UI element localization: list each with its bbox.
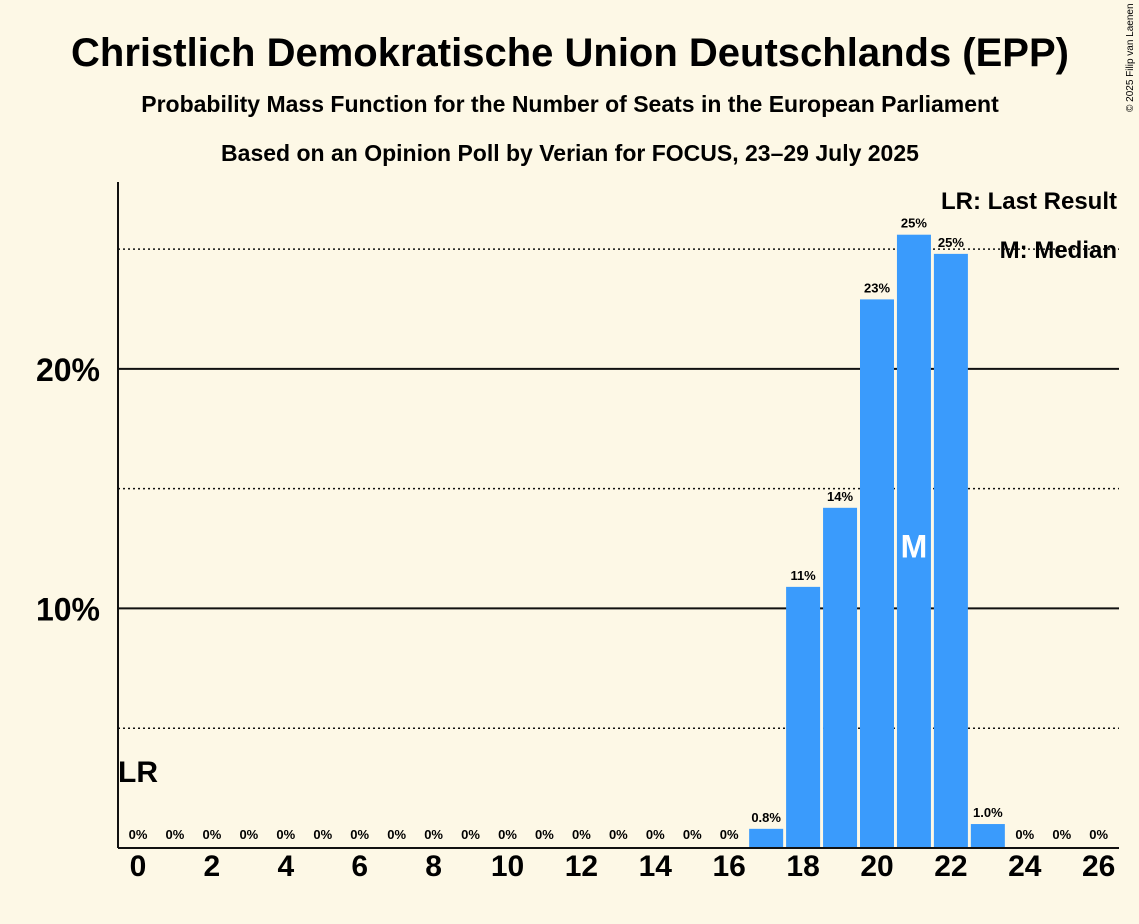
bar-label-seat-10: 0% [498, 827, 517, 842]
bar-labels: 0% 0% 0% 0% 0% 0% 0% 0% 0% 0% 0% 0% 0% 0% 0% 0% 0% 0.8% 11… [129, 216, 1109, 842]
bar-label-seat-1: 0% [166, 827, 185, 842]
bar-label-seat-12: 0% [572, 827, 591, 842]
x-tick-8: 8 [425, 850, 442, 883]
x-tick-26: 26 [1082, 850, 1115, 883]
x-tick-labels: 0 2 4 6 8 10 12 14 16 18 20 22 24 26 [130, 850, 1116, 883]
x-tick-2: 2 [204, 850, 221, 883]
bar-seat-22 [933, 253, 968, 849]
bar-label-seat-18: 11% [790, 568, 816, 583]
bar-seat-21 [896, 234, 931, 849]
bar-label-seat-25: 0% [1052, 827, 1071, 842]
chart-subtitle: Probability Mass Function for the Number… [141, 91, 999, 117]
x-tick-14: 14 [639, 850, 673, 883]
y-tick-20: 20% [36, 352, 100, 388]
bars [749, 234, 1005, 849]
bar-seat-19 [823, 507, 858, 848]
bar-label-seat-7: 0% [387, 827, 406, 842]
x-tick-20: 20 [860, 850, 893, 883]
x-tick-16: 16 [713, 850, 746, 883]
bar-label-seat-6: 0% [350, 827, 369, 842]
bar-label-seat-24: 0% [1015, 827, 1034, 842]
bar-label-seat-8: 0% [424, 827, 443, 842]
chart-title: Christlich Demokratische Union Deutschla… [71, 31, 1069, 75]
bar-label-seat-19: 14% [827, 489, 853, 504]
bar-label-seat-11: 0% [535, 827, 554, 842]
x-tick-24: 24 [1008, 850, 1042, 883]
bar-label-seat-21: 25% [901, 216, 927, 231]
bar-label-seat-20: 23% [864, 280, 890, 295]
x-tick-10: 10 [491, 850, 524, 883]
bar-label-seat-13: 0% [609, 827, 628, 842]
bar-label-seat-15: 0% [683, 827, 702, 842]
markers: LR M [118, 528, 927, 789]
y-tick-labels: 10% 20% [36, 352, 100, 628]
legend-last-result: LR: Last Result [941, 188, 1117, 215]
x-tick-6: 6 [351, 850, 368, 883]
last-result-marker: LR [118, 756, 158, 789]
bar-label-seat-3: 0% [239, 827, 258, 842]
bar-seat-17 [749, 828, 784, 848]
x-tick-18: 18 [786, 850, 819, 883]
bar-label-seat-4: 0% [276, 827, 295, 842]
x-tick-22: 22 [934, 850, 967, 883]
bar-seat-18 [786, 586, 821, 848]
x-tick-4: 4 [277, 850, 294, 883]
bar-label-seat-22: 25% [938, 235, 964, 250]
bar-label-seat-2: 0% [203, 827, 222, 842]
bar-label-seat-16: 0% [720, 827, 739, 842]
x-tick-12: 12 [565, 850, 598, 883]
bar-label-seat-5: 0% [313, 827, 332, 842]
y-tick-10: 10% [36, 591, 100, 627]
bar-label-seat-0: 0% [129, 827, 148, 842]
bar-label-seat-9: 0% [461, 827, 480, 842]
bar-label-seat-17: 0.8% [751, 810, 781, 825]
axes [117, 182, 1119, 849]
bar-seat-20 [860, 299, 894, 848]
bar-seat-23 [970, 824, 1005, 848]
bar-label-seat-26: 0% [1089, 827, 1108, 842]
copyright-note: © 2025 Filip van Laenen [1125, 3, 1136, 112]
legend-median: M: Median [1000, 237, 1117, 264]
bar-label-seat-23: 1.0% [973, 805, 1003, 820]
chart-subtitle-poll: Based on an Opinion Poll by Verian for F… [221, 140, 919, 166]
median-marker: M [901, 528, 928, 564]
gridlines [118, 248, 1119, 729]
bar-label-seat-14: 0% [646, 827, 665, 842]
x-tick-0: 0 [130, 850, 147, 883]
